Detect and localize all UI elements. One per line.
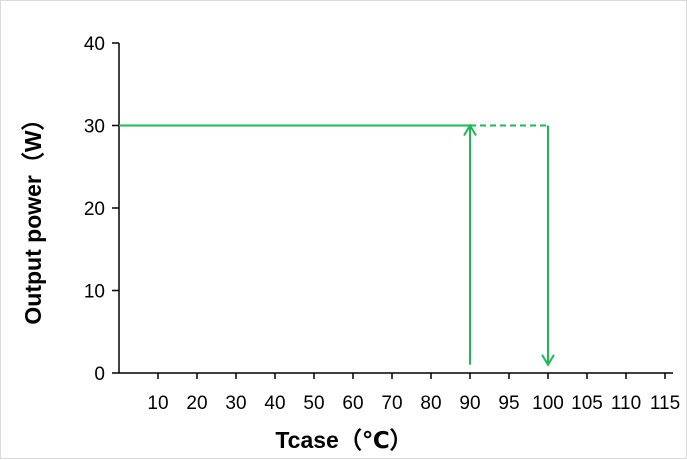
y-tick-label: 40: [84, 34, 105, 55]
x-tick-label: 100: [532, 393, 564, 414]
x-tick-label: 90: [459, 393, 480, 414]
y-axis-title: Output power（W）: [20, 107, 46, 324]
arrows-group: [464, 126, 554, 365]
y-ticks: 0 10 20 30 40: [84, 34, 119, 385]
x-tick-label: 10: [147, 393, 168, 414]
x-tick-label: 105: [571, 393, 603, 414]
x-tick-label: 95: [498, 393, 519, 414]
x-axis-title: Tcase（℃）: [275, 427, 412, 453]
x-tick-label: 20: [186, 393, 207, 414]
x-tick-label: 30: [225, 393, 246, 414]
y-tick-label: 0: [94, 364, 105, 385]
y-tick-label: 20: [84, 199, 105, 220]
y-tick-label: 10: [84, 282, 105, 303]
axes: [119, 43, 673, 373]
x-tick-label: 80: [420, 393, 441, 414]
x-tick-label: 40: [264, 393, 285, 414]
y-tick-label: 30: [84, 117, 105, 138]
x-tick-label: 115: [650, 393, 680, 414]
x-tick-label: 50: [303, 393, 324, 414]
x-tick-label: 110: [611, 393, 641, 414]
x-tick-label: 60: [342, 393, 363, 414]
x-tick-label: 70: [381, 393, 402, 414]
x-ticks: 10 20 30 40 50 60 70 80 90 95 100 105 110 115: [147, 373, 680, 414]
